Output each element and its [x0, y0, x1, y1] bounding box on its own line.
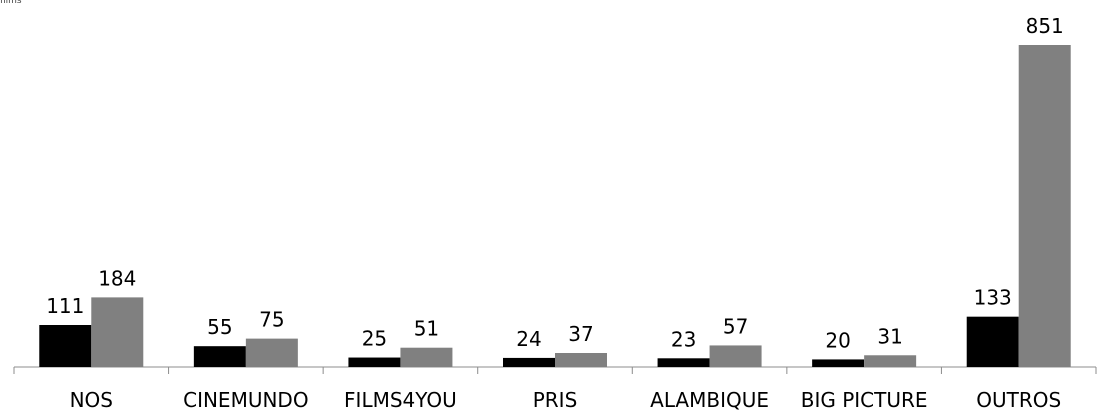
data-label: 25 [362, 327, 387, 351]
chart-top-label: films [0, 0, 22, 6]
x-tick-label: NOS [70, 388, 113, 410]
data-label: 23 [671, 327, 696, 351]
data-label: 37 [568, 322, 593, 346]
bar-series-1-cinemundo [193, 346, 246, 367]
data-label: 133 [974, 286, 1012, 310]
x-tick-label: BIG PICTURE [801, 388, 928, 410]
data-label: 20 [825, 328, 850, 352]
bar-series-1-pris [503, 357, 555, 367]
x-tick-label: OUTROS [976, 388, 1061, 410]
bar-series-1-outros [966, 316, 1019, 367]
bar-series-1-films4you [348, 357, 401, 367]
data-label: 57 [723, 314, 748, 338]
data-label: 75 [259, 308, 284, 332]
bar-series-2-films4you [400, 347, 453, 367]
data-label: 24 [516, 327, 541, 351]
bar-series-1-big-picture [812, 359, 865, 367]
x-tick-label: FILMS4YOU [344, 388, 457, 410]
bar-series-2-pris [555, 353, 607, 367]
data-label: 51 [414, 317, 439, 341]
x-tick-label: ALAMBIQUE [650, 388, 769, 410]
bar-series-2-outros [1018, 45, 1071, 367]
bar-series-2-big-picture [864, 355, 917, 367]
x-tick-label: CINEMUNDO [183, 388, 308, 410]
bar-series-2-nos [91, 297, 144, 367]
bar-series-1-nos [39, 325, 92, 367]
bar-series-2-cinemundo [245, 338, 298, 367]
data-label: 184 [98, 266, 136, 290]
bar-series-1-alambique [657, 358, 710, 367]
bar-series-2-alambique [709, 345, 762, 367]
data-label: 111 [46, 294, 84, 318]
x-tick-label: PRIS [533, 388, 578, 410]
data-label: 55 [207, 315, 232, 339]
data-label: 31 [877, 324, 902, 348]
data-label: 851 [1026, 14, 1064, 38]
